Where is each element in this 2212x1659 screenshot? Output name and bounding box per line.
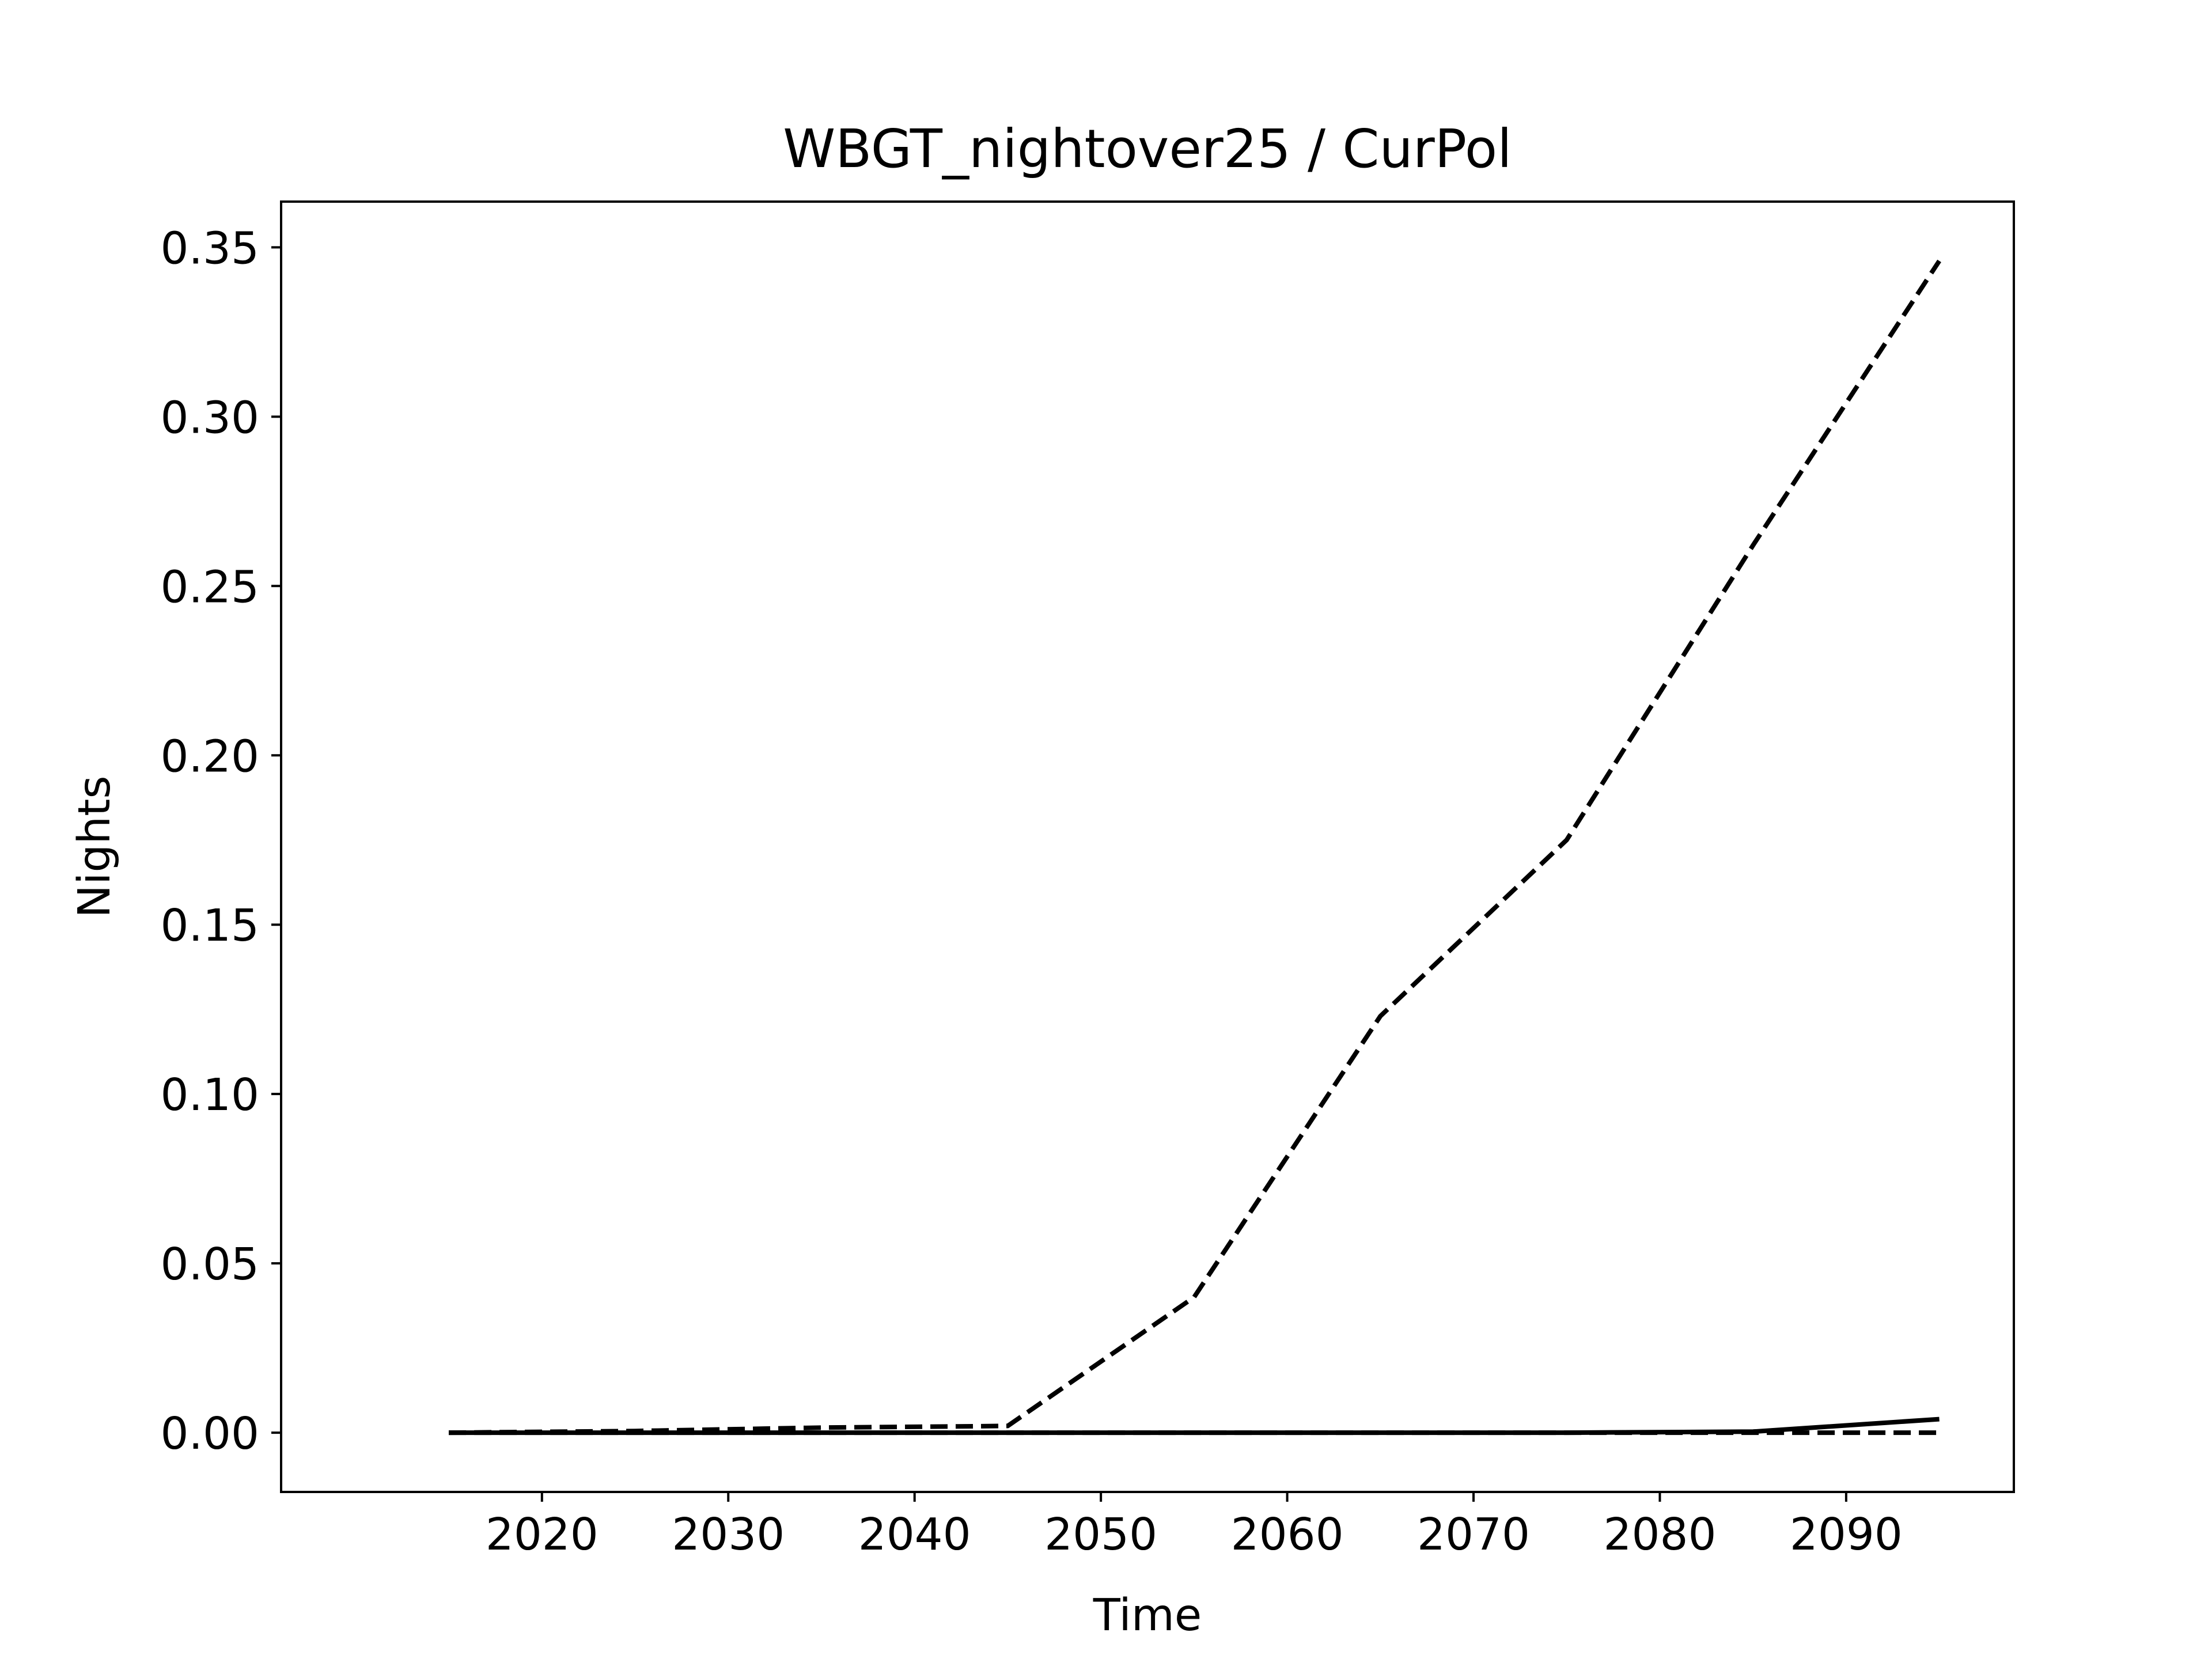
y-tick-label: 0.20 <box>161 731 259 782</box>
ticks-layer: 2020 2030 2040 2050 2060 2070 2080 2090 0.00 0.05… <box>161 223 1903 1560</box>
x-tick-label: 2030 <box>672 1509 785 1560</box>
x-tick-label: 2040 <box>858 1509 971 1560</box>
x-tick-label: 2070 <box>1417 1509 1530 1560</box>
series-line-1 <box>449 259 1941 1435</box>
x-tick-label: 2050 <box>1044 1509 1157 1560</box>
y-tick-label: 0.30 <box>161 392 259 444</box>
x-axis-label: Time <box>1093 1590 1202 1641</box>
y-axis-label: Nights <box>69 776 120 918</box>
series-layer <box>449 259 1941 1435</box>
plot-frame <box>280 200 2015 1493</box>
x-tick-label: 2080 <box>1603 1509 1716 1560</box>
y-tick-label: 0.25 <box>161 562 259 613</box>
x-tick-label: 2020 <box>486 1509 599 1560</box>
series-line-3 <box>449 1416 1940 1435</box>
x-tick-label: 2060 <box>1231 1509 1344 1560</box>
chart-title: WBGT_nightover25 / CurPol <box>783 118 1512 180</box>
x-tick-label: 2090 <box>1790 1509 1903 1560</box>
y-tick-label: 0.00 <box>161 1408 259 1460</box>
y-tick-label: 0.10 <box>161 1070 259 1121</box>
y-tick-label: 0.05 <box>161 1239 259 1290</box>
y-tick-label: 0.15 <box>161 900 259 952</box>
y-tick-label: 0.35 <box>161 223 259 274</box>
